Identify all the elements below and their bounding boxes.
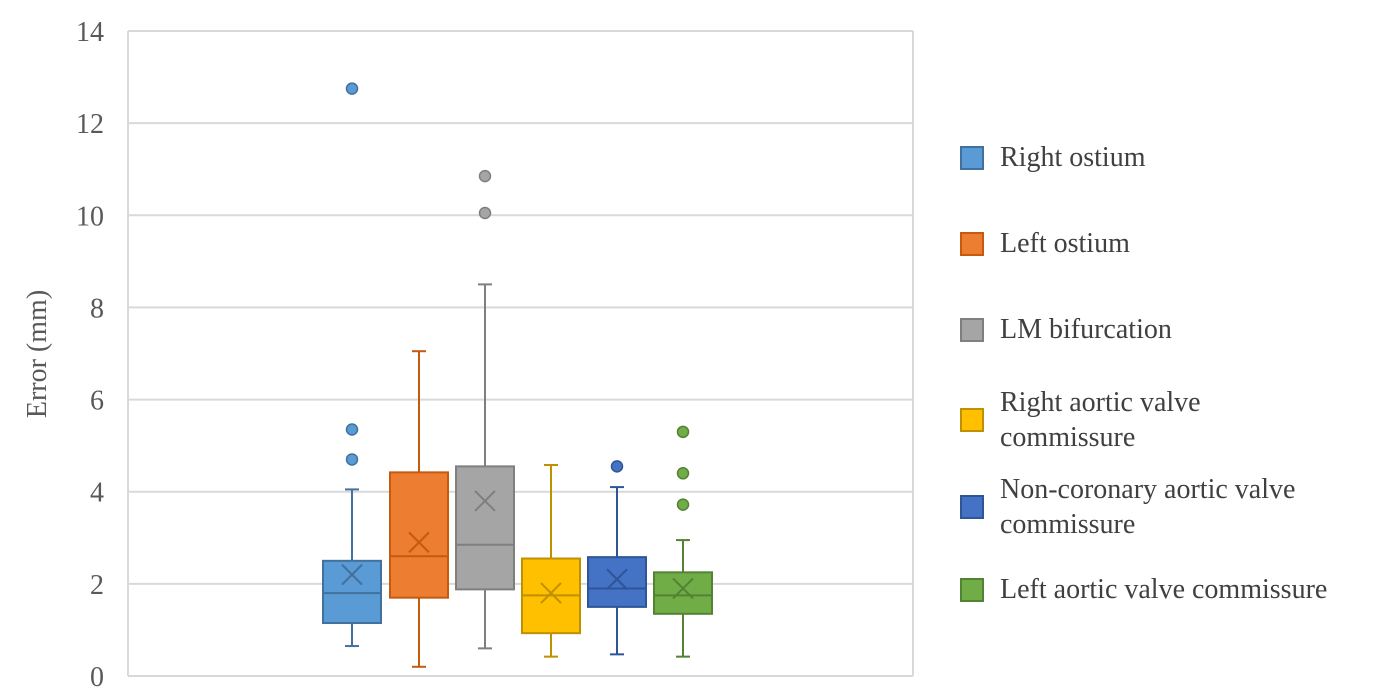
mean-marker-stroke-b [540,582,562,604]
outlier-point [345,82,359,95]
legend-label: Left ostium [1000,226,1130,261]
box-iqr [653,571,713,615]
box-iqr [389,471,449,599]
y-tick-label-8: 8 [90,293,104,324]
mean-marker-stroke-b [341,563,363,586]
outlier-point [676,467,690,480]
y-tick-label-2: 2 [90,570,104,601]
outlier-point [345,423,359,436]
y-axis-title: Error (mm) [22,290,53,418]
legend-label-line: Right aortic valve [1000,387,1201,418]
box-4 [521,463,581,658]
legend-label-line: Left aortic valve commissure [1000,574,1328,605]
y-tick-label-0: 0 [90,662,104,693]
mean-marker-stroke-b [408,531,430,554]
legend-swatch [960,495,984,519]
box-1 [322,82,382,648]
legend-label: Left aortic valve commissure [1000,572,1327,607]
legend-swatch [960,317,984,342]
outlier-point [478,206,492,220]
outlier-point [676,425,690,439]
y-tick-label-12: 12 [76,109,104,140]
legend-item: LM bifurcation [960,312,1172,347]
y-tick-label-4: 4 [90,478,104,509]
y-tick-label-10: 10 [76,201,104,232]
outlier-point [478,169,492,183]
y-tick-label-14: 14 [76,17,104,48]
box-iqr [322,559,382,625]
legend-label: Non-coronary aortic valve commissure [1000,472,1295,542]
gridlines [127,30,914,677]
legend-label-line: Non-coronary aortic valve [1000,474,1296,505]
y-axis-tick-labels: 0 2 4 6 8 10 12 14 [76,17,104,693]
legend-label: Right aortic valve commissure [1000,385,1201,455]
legend-item: Right aortic valve commissure [960,385,1201,455]
legend-label-line: commissure [1000,422,1136,453]
mean-marker-stroke-b [672,577,694,600]
legend-item: Left aortic valve commissure [960,572,1327,607]
outlier-point [610,460,624,473]
box-2 [389,350,449,668]
legend-label-line: Left ostium [1000,228,1130,259]
legend-label-line: Right ostium [1000,142,1146,173]
legend-swatch [960,231,984,256]
box-series [322,82,713,668]
legend-item: Left ostium [960,226,1130,261]
legend-label-line: LM bifurcation [1000,314,1172,345]
box-iqr [455,465,515,591]
box-5 [587,460,647,656]
box-6 [653,425,713,658]
y-tick-label-6: 6 [90,386,104,417]
box-iqr [587,556,647,608]
outlier-point [345,453,359,466]
legend-swatch [960,577,984,602]
legend-swatch [960,408,984,432]
legend-label: LM bifurcation [1000,312,1172,347]
legend-label: Right ostium [1000,140,1145,175]
mean-marker-stroke-b [474,490,496,512]
outlier-point [676,498,690,511]
legend-item: Non-coronary aortic valve commissure [960,472,1295,542]
legend-label-line: commissure [1000,509,1136,540]
legend-swatch [960,145,984,170]
legend-item: Right ostium [960,140,1145,175]
mean-marker-stroke-b [606,568,628,590]
box-3 [455,169,515,650]
